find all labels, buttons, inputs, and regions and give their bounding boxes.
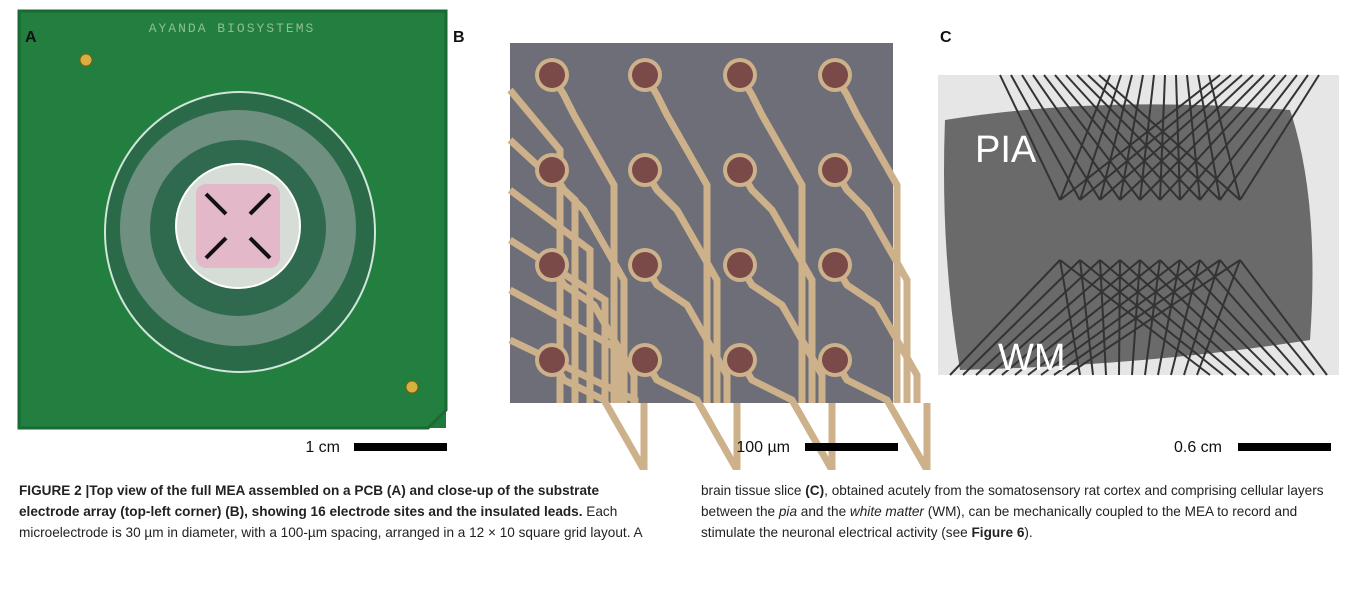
electrode bbox=[539, 157, 565, 183]
caption-segment: FIGURE 2 |Top view of the full MEA assem… bbox=[19, 483, 599, 519]
scale-bar bbox=[1238, 443, 1331, 451]
electrode bbox=[632, 62, 658, 88]
annotation: WM bbox=[998, 337, 1066, 379]
electrode bbox=[539, 252, 565, 278]
caption-segment: ). bbox=[1024, 525, 1032, 540]
figure: AYANDA BIOSYSTEMS PIA WM A 1 cm B 100 µm C 0.6 c… bbox=[0, 0, 1354, 470]
electrode bbox=[727, 62, 753, 88]
electrode bbox=[822, 157, 848, 183]
caption-segment: and the bbox=[797, 504, 850, 519]
page: AYANDA BIOSYSTEMS PIA WM A 1 cm B 100 µm C 0.6 c… bbox=[0, 0, 1354, 600]
panel-a-image: AYANDA BIOSYSTEMS bbox=[19, 11, 446, 428]
electrode bbox=[539, 62, 565, 88]
pcb-text: AYANDA BIOSYSTEMS bbox=[149, 21, 316, 36]
scale-bar bbox=[354, 443, 447, 451]
electrode bbox=[727, 347, 753, 373]
electrode bbox=[632, 347, 658, 373]
caption-segment: Figure 6 bbox=[972, 525, 1025, 540]
caption-segment: pia bbox=[779, 504, 797, 519]
electrode bbox=[822, 62, 848, 88]
scale-label: 0.6 cm bbox=[1174, 439, 1222, 456]
panel-label: C bbox=[940, 29, 952, 46]
scale-label: 100 µm bbox=[736, 439, 790, 456]
scale-label: 1 cm bbox=[305, 439, 340, 456]
pin bbox=[80, 54, 92, 66]
electrode bbox=[822, 347, 848, 373]
panel-label: B bbox=[453, 29, 465, 46]
caption-segment: (C) bbox=[805, 483, 824, 498]
caption-segment: white matter bbox=[850, 504, 924, 519]
panel-c-image: PIA WM bbox=[938, 75, 1339, 379]
panel-label: A bbox=[25, 29, 37, 46]
electrode bbox=[727, 157, 753, 183]
scale-bar bbox=[805, 443, 898, 451]
electrode bbox=[632, 252, 658, 278]
electrode bbox=[539, 347, 565, 373]
electrode bbox=[727, 252, 753, 278]
pin bbox=[406, 381, 418, 393]
electrode bbox=[632, 157, 658, 183]
electrode bbox=[822, 252, 848, 278]
caption: FIGURE 2 |Top view of the full MEA assem… bbox=[19, 480, 1339, 598]
annotation: PIA bbox=[975, 129, 1037, 171]
panel-b-image bbox=[510, 43, 927, 470]
